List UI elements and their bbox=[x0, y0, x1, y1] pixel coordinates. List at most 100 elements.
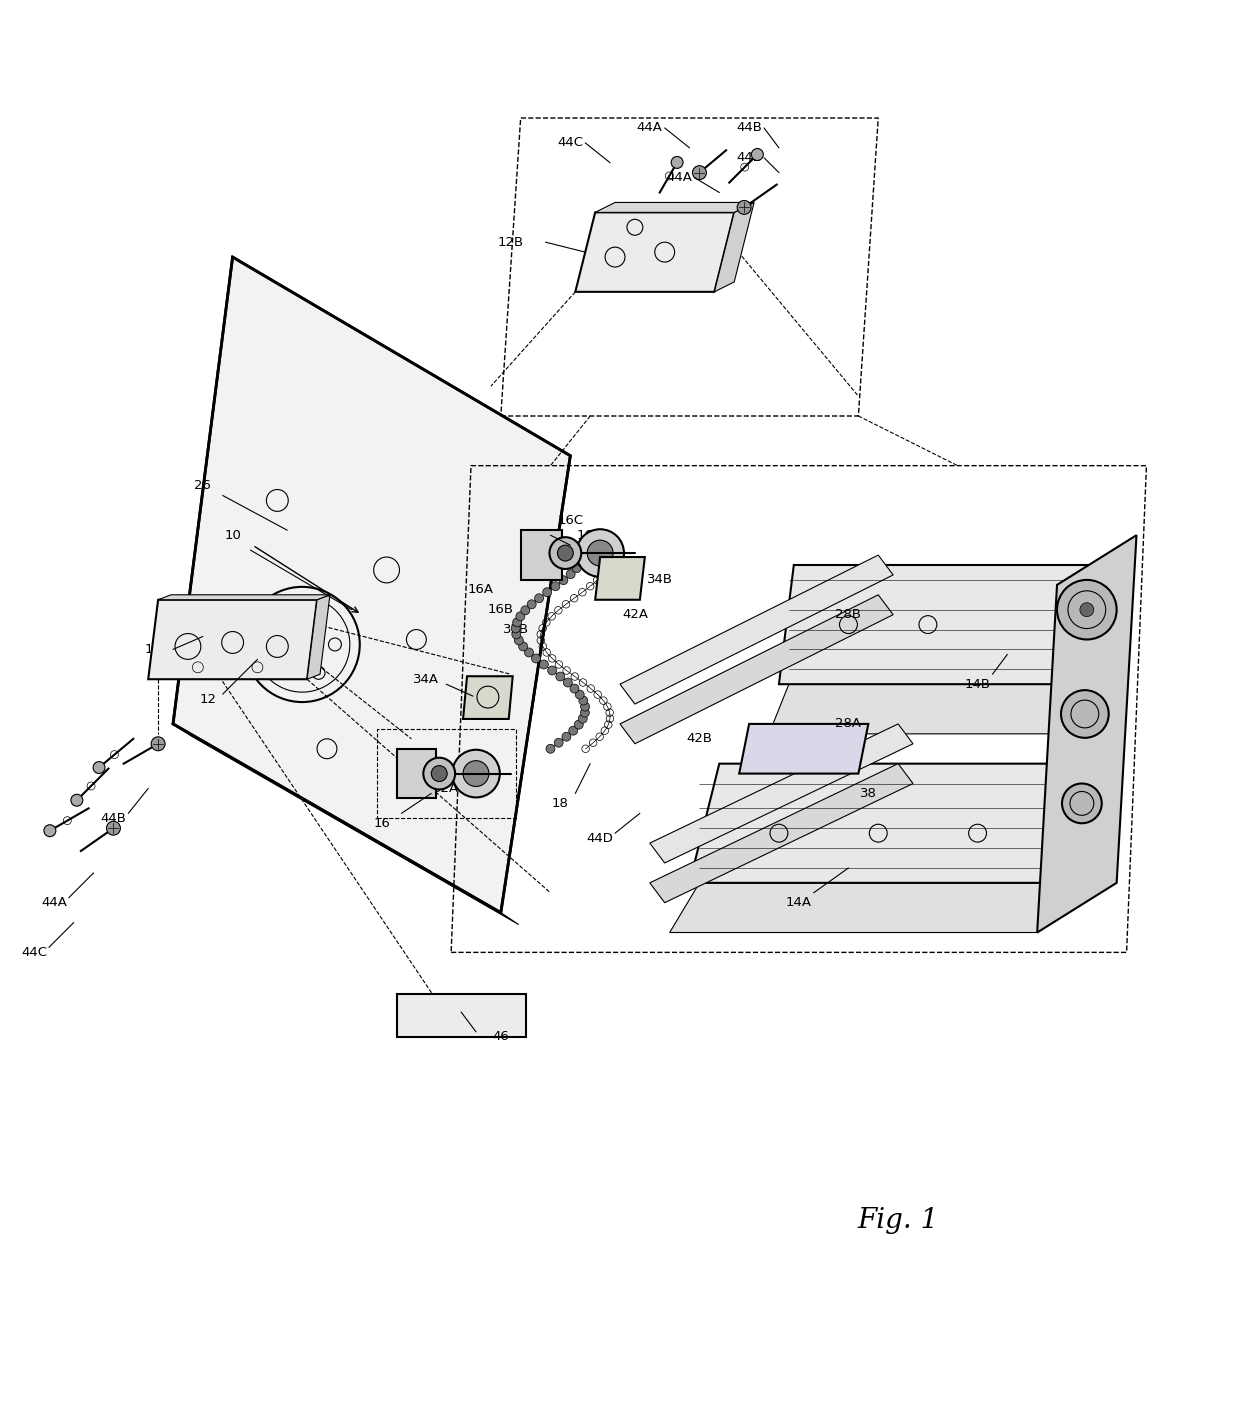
Circle shape bbox=[692, 165, 707, 179]
Polygon shape bbox=[463, 676, 512, 719]
Polygon shape bbox=[620, 595, 893, 743]
Circle shape bbox=[574, 721, 583, 729]
Text: 42A: 42A bbox=[622, 608, 647, 621]
Text: 16B: 16B bbox=[487, 604, 513, 617]
Circle shape bbox=[551, 582, 560, 591]
Text: 18: 18 bbox=[552, 797, 569, 810]
Text: 32B: 32B bbox=[502, 624, 528, 637]
Circle shape bbox=[588, 540, 613, 565]
Text: 44C: 44C bbox=[21, 946, 47, 958]
Polygon shape bbox=[620, 555, 893, 703]
Text: 44D: 44D bbox=[587, 832, 614, 844]
Text: 44B: 44B bbox=[737, 151, 763, 164]
Polygon shape bbox=[575, 212, 734, 292]
Polygon shape bbox=[769, 684, 1096, 733]
Text: 44A: 44A bbox=[637, 121, 662, 134]
Text: 44B: 44B bbox=[737, 121, 763, 134]
Polygon shape bbox=[595, 202, 754, 212]
Circle shape bbox=[534, 594, 543, 602]
Circle shape bbox=[532, 654, 541, 664]
Text: 16': 16' bbox=[521, 528, 541, 541]
Circle shape bbox=[525, 648, 533, 656]
Polygon shape bbox=[149, 600, 317, 679]
Text: 16D: 16D bbox=[577, 528, 604, 541]
Polygon shape bbox=[174, 723, 518, 924]
Text: 28B: 28B bbox=[836, 608, 862, 621]
Polygon shape bbox=[397, 994, 526, 1037]
Text: 44A: 44A bbox=[41, 896, 67, 909]
Text: 46: 46 bbox=[492, 1031, 510, 1044]
Circle shape bbox=[579, 696, 588, 705]
Circle shape bbox=[527, 600, 536, 608]
Circle shape bbox=[1056, 580, 1117, 639]
Text: 34B: 34B bbox=[647, 574, 673, 587]
Circle shape bbox=[580, 708, 589, 718]
Circle shape bbox=[463, 760, 489, 786]
Circle shape bbox=[558, 545, 573, 561]
Circle shape bbox=[521, 605, 529, 615]
Circle shape bbox=[512, 629, 521, 639]
Polygon shape bbox=[174, 258, 570, 913]
Circle shape bbox=[573, 564, 582, 572]
Text: 14A: 14A bbox=[786, 896, 812, 909]
Circle shape bbox=[575, 691, 584, 699]
Circle shape bbox=[515, 637, 523, 645]
Circle shape bbox=[569, 726, 578, 735]
Circle shape bbox=[432, 766, 448, 782]
Circle shape bbox=[559, 575, 568, 585]
Circle shape bbox=[549, 537, 582, 570]
Text: 16C: 16C bbox=[557, 514, 583, 527]
Circle shape bbox=[548, 666, 557, 675]
Circle shape bbox=[543, 588, 552, 597]
Circle shape bbox=[1080, 602, 1094, 617]
Circle shape bbox=[578, 715, 588, 723]
Circle shape bbox=[107, 822, 120, 834]
Circle shape bbox=[539, 659, 548, 669]
Polygon shape bbox=[670, 883, 1066, 933]
Circle shape bbox=[1061, 783, 1102, 823]
Circle shape bbox=[93, 762, 105, 773]
Polygon shape bbox=[739, 723, 868, 773]
Circle shape bbox=[563, 678, 573, 686]
Text: 16A: 16A bbox=[467, 584, 494, 597]
Circle shape bbox=[570, 684, 579, 693]
Text: 32A: 32A bbox=[433, 782, 459, 795]
Circle shape bbox=[577, 558, 585, 567]
Circle shape bbox=[43, 824, 56, 837]
Circle shape bbox=[546, 745, 556, 753]
Circle shape bbox=[423, 758, 455, 789]
Circle shape bbox=[580, 702, 589, 711]
Text: 12B: 12B bbox=[497, 236, 523, 249]
Text: 38: 38 bbox=[859, 787, 877, 800]
Polygon shape bbox=[1056, 763, 1102, 893]
Circle shape bbox=[294, 637, 310, 652]
Circle shape bbox=[671, 157, 683, 168]
Text: 42B: 42B bbox=[687, 732, 713, 745]
Text: 28A: 28A bbox=[836, 718, 862, 731]
Text: 16: 16 bbox=[373, 817, 391, 830]
Polygon shape bbox=[689, 763, 1086, 883]
Circle shape bbox=[738, 201, 751, 215]
Text: 12: 12 bbox=[200, 692, 216, 705]
Text: 44C: 44C bbox=[557, 137, 583, 150]
Text: 12A: 12A bbox=[145, 642, 171, 656]
Polygon shape bbox=[308, 595, 330, 679]
Text: Fig. 1: Fig. 1 bbox=[858, 1208, 939, 1235]
Polygon shape bbox=[714, 202, 754, 292]
Circle shape bbox=[751, 148, 764, 161]
Circle shape bbox=[151, 736, 165, 750]
Text: 44A: 44A bbox=[667, 171, 692, 184]
Polygon shape bbox=[650, 763, 913, 903]
Polygon shape bbox=[1037, 535, 1137, 933]
Text: 10: 10 bbox=[224, 528, 241, 541]
Polygon shape bbox=[779, 565, 1112, 684]
Circle shape bbox=[562, 732, 570, 740]
Circle shape bbox=[512, 618, 522, 627]
Circle shape bbox=[556, 672, 564, 681]
Text: 34A: 34A bbox=[413, 672, 439, 686]
Circle shape bbox=[511, 624, 521, 632]
Text: 26: 26 bbox=[195, 478, 211, 493]
Circle shape bbox=[580, 545, 590, 554]
Circle shape bbox=[518, 642, 527, 651]
Circle shape bbox=[580, 551, 589, 561]
